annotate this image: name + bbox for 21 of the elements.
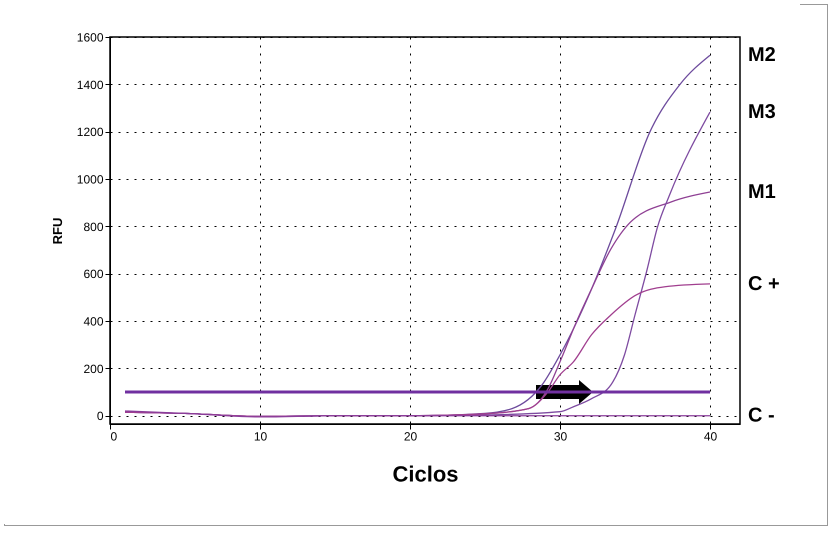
x-tick-label: 40 bbox=[704, 430, 718, 444]
y-tick-label: 200 bbox=[83, 362, 104, 376]
series-label: M1 bbox=[748, 181, 776, 204]
series-label: C + bbox=[748, 272, 780, 295]
x-axis-title: Ciclos bbox=[392, 462, 459, 486]
y-tick-label: 1600 bbox=[76, 30, 104, 44]
y-tick-label: 1200 bbox=[76, 125, 104, 140]
series-label: C - bbox=[748, 404, 775, 427]
x-tick-label: 0 bbox=[110, 430, 118, 444]
x-tick-label: 20 bbox=[404, 430, 418, 444]
x-tick-label: 10 bbox=[254, 430, 268, 444]
y-tick-label: 800 bbox=[83, 220, 104, 234]
y-tick-label: 1400 bbox=[76, 78, 104, 92]
series-label: M3 bbox=[748, 101, 776, 124]
y-tick-label: 1000 bbox=[76, 172, 104, 187]
y-tick-label: 400 bbox=[83, 314, 104, 329]
y-tick-label: 600 bbox=[83, 267, 104, 282]
y-tick-label: 0 bbox=[96, 409, 104, 424]
y-axis-title: RFU bbox=[50, 218, 65, 244]
series-label: M2 bbox=[748, 44, 776, 66]
x-tick-label: 30 bbox=[554, 430, 568, 444]
